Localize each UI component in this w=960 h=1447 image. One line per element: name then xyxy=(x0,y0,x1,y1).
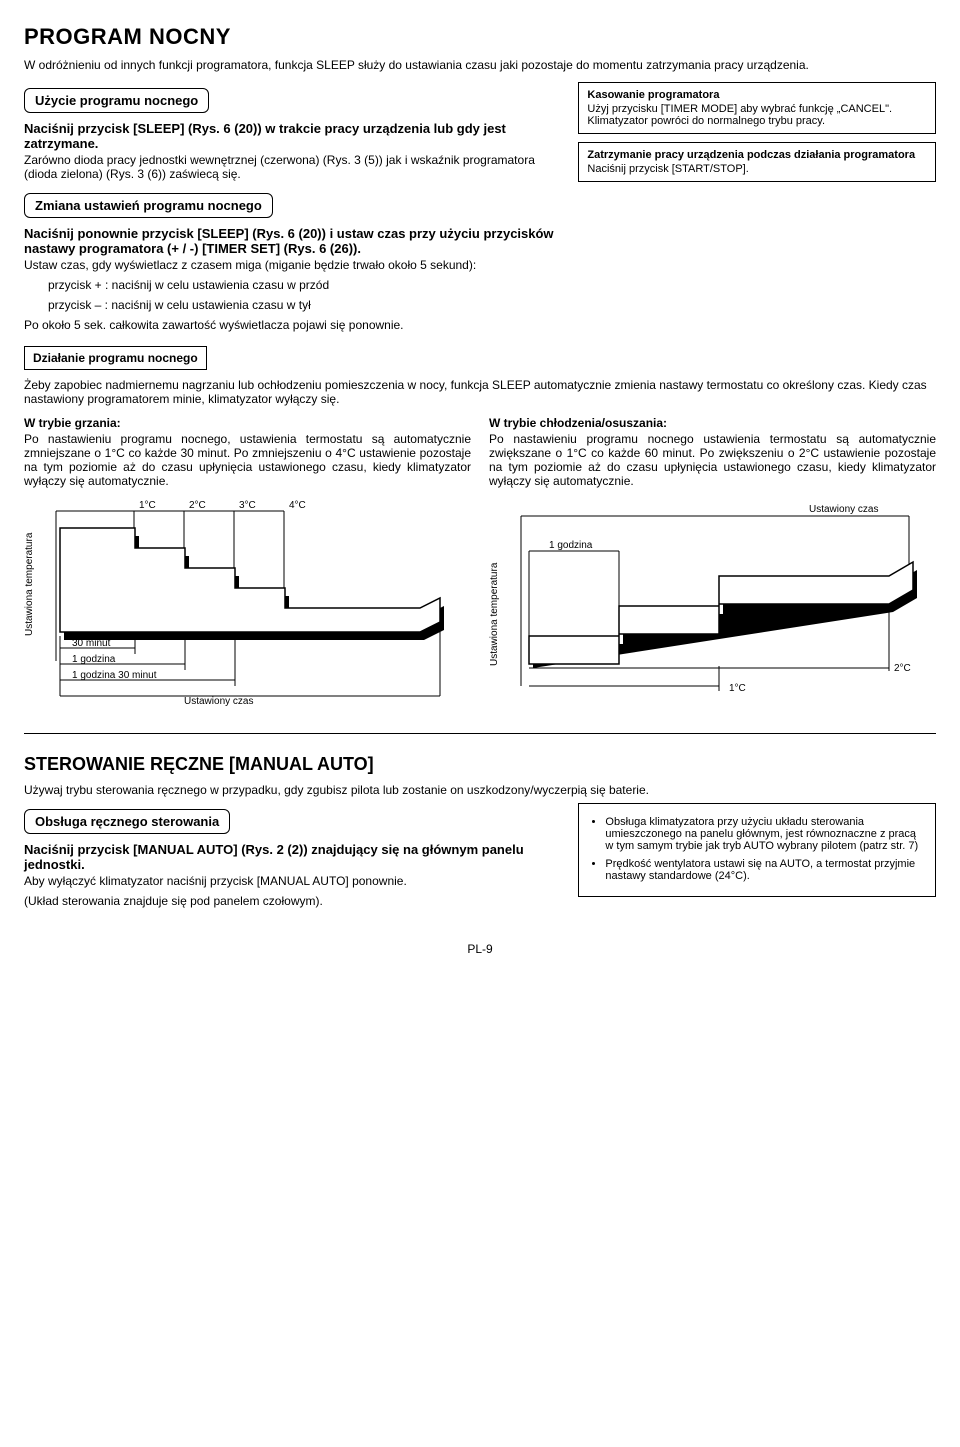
stop-box: Zatrzymanie pracy urządzenia podczas dzi… xyxy=(578,142,936,182)
heating-body: Po nastawieniu programu nocnego, ustawie… xyxy=(24,432,471,488)
svg-text:1 godzina: 1 godzina xyxy=(72,654,116,665)
manual-body1: Aby wyłączyć klimatyzator naciśnij przyc… xyxy=(24,874,560,888)
left-column: Użycie programu nocnego Naciśnij przycis… xyxy=(24,82,560,338)
usage-body: Zarówno dioda pracy jednostki wewnętrzne… xyxy=(24,153,560,181)
heating-title: W trybie grzania: xyxy=(24,416,471,430)
heat-stair-body xyxy=(60,528,440,632)
cooling-body: Po nastawieniu programu nocnego ustawien… xyxy=(489,432,936,488)
cool-yaxis: Ustawiona temperatura xyxy=(489,562,500,666)
page-title: PROGRAM NOCNY xyxy=(24,24,936,50)
stop-title: Zatrzymanie pracy urządzenia podczas dzi… xyxy=(587,149,927,161)
manual-body2: (Układ sterowania znajduje się pod panel… xyxy=(24,894,560,908)
cancel-body: Użyj przycisku [TIMER MODE] aby wybrać f… xyxy=(587,103,927,127)
svg-text:Ustawiony czas: Ustawiony czas xyxy=(184,696,253,707)
manual-bullet-1: Obsługa klimatyzatora przy użyciu układu… xyxy=(605,816,925,852)
heat-yaxis: Ustawiona temperatura xyxy=(24,532,35,636)
cancel-box: Kasowanie programatora Użyj przycisku [T… xyxy=(578,82,936,134)
page-footer: PL-9 xyxy=(24,942,936,956)
change-minus: przycisk – : naciśnij w celu ustawienia … xyxy=(48,298,560,312)
change-body2: Po około 5 sek. całkowita zawartość wyśw… xyxy=(24,318,560,332)
heating-col: W trybie grzania: Po nastawieniu program… xyxy=(24,412,471,719)
heating-chart: Ustawiona temperatura 1°C 2°C 3°C 4°C xyxy=(24,496,471,719)
change-box: Zmiana ustawień programu nocnego xyxy=(24,193,273,218)
action-box: Działanie programu nocnego xyxy=(24,346,207,370)
svg-text:1 godzina: 1 godzina xyxy=(549,540,593,551)
usage-head: Naciśnij przycisk [SLEEP] (Rys. 6 (20)) … xyxy=(24,121,560,151)
usage-box: Użycie programu nocnego xyxy=(24,88,209,113)
action-body: Żeby zapobiec nadmiernemu nagrzaniu lub … xyxy=(24,378,936,406)
cooling-col: W trybie chłodzenia/osuszania: Po nastaw… xyxy=(489,412,936,719)
svg-text:30 minut: 30 minut xyxy=(72,638,111,649)
change-body1: Ustaw czas, gdy wyświetlacz z czasem mig… xyxy=(24,258,560,272)
right-column: Kasowanie programatora Użyj przycisku [T… xyxy=(578,82,936,338)
cool-top-label: Ustawiony czas xyxy=(809,504,878,515)
manual-right: Obsługa klimatyzatora przy użyciu układu… xyxy=(578,803,936,914)
svg-text:2°C: 2°C xyxy=(189,500,206,511)
change-plus: przycisk + : naciśnij w celu ustawienia … xyxy=(48,278,560,292)
manual-bullet-2: Prędkość wentylatora ustawi się na AUTO,… xyxy=(605,858,925,882)
manual-box: Obsługa ręcznego sterowania xyxy=(24,809,230,834)
svg-text:2°C: 2°C xyxy=(894,663,911,674)
svg-text:1°C: 1°C xyxy=(729,683,746,694)
cooling-chart: Ustawiona temperatura Ustawiony czas 1 g… xyxy=(489,496,936,719)
svg-text:3°C: 3°C xyxy=(239,500,256,511)
cooling-title: W trybie chłodzenia/osuszania: xyxy=(489,416,936,430)
manual-left: Obsługa ręcznego sterowania Naciśnij prz… xyxy=(24,803,560,914)
manual-title: STEROWANIE RĘCZNE [MANUAL AUTO] xyxy=(24,754,936,775)
svg-text:1 godzina 30 minut: 1 godzina 30 minut xyxy=(72,670,157,681)
stop-body: Naciśnij przycisk [START/STOP]. xyxy=(587,163,927,175)
change-head: Naciśnij ponownie przycisk [SLEEP] (Rys.… xyxy=(24,226,560,256)
svg-text:1°C: 1°C xyxy=(139,500,156,511)
manual-intro: Używaj trybu sterowania ręcznego w przyp… xyxy=(24,783,936,797)
svg-text:4°C: 4°C xyxy=(289,500,306,511)
cancel-title: Kasowanie programatora xyxy=(587,89,927,101)
manual-head: Naciśnij przycisk [MANUAL AUTO] (Rys. 2 … xyxy=(24,842,560,872)
intro-text: W odróżnieniu od innych funkcji programa… xyxy=(24,58,936,72)
